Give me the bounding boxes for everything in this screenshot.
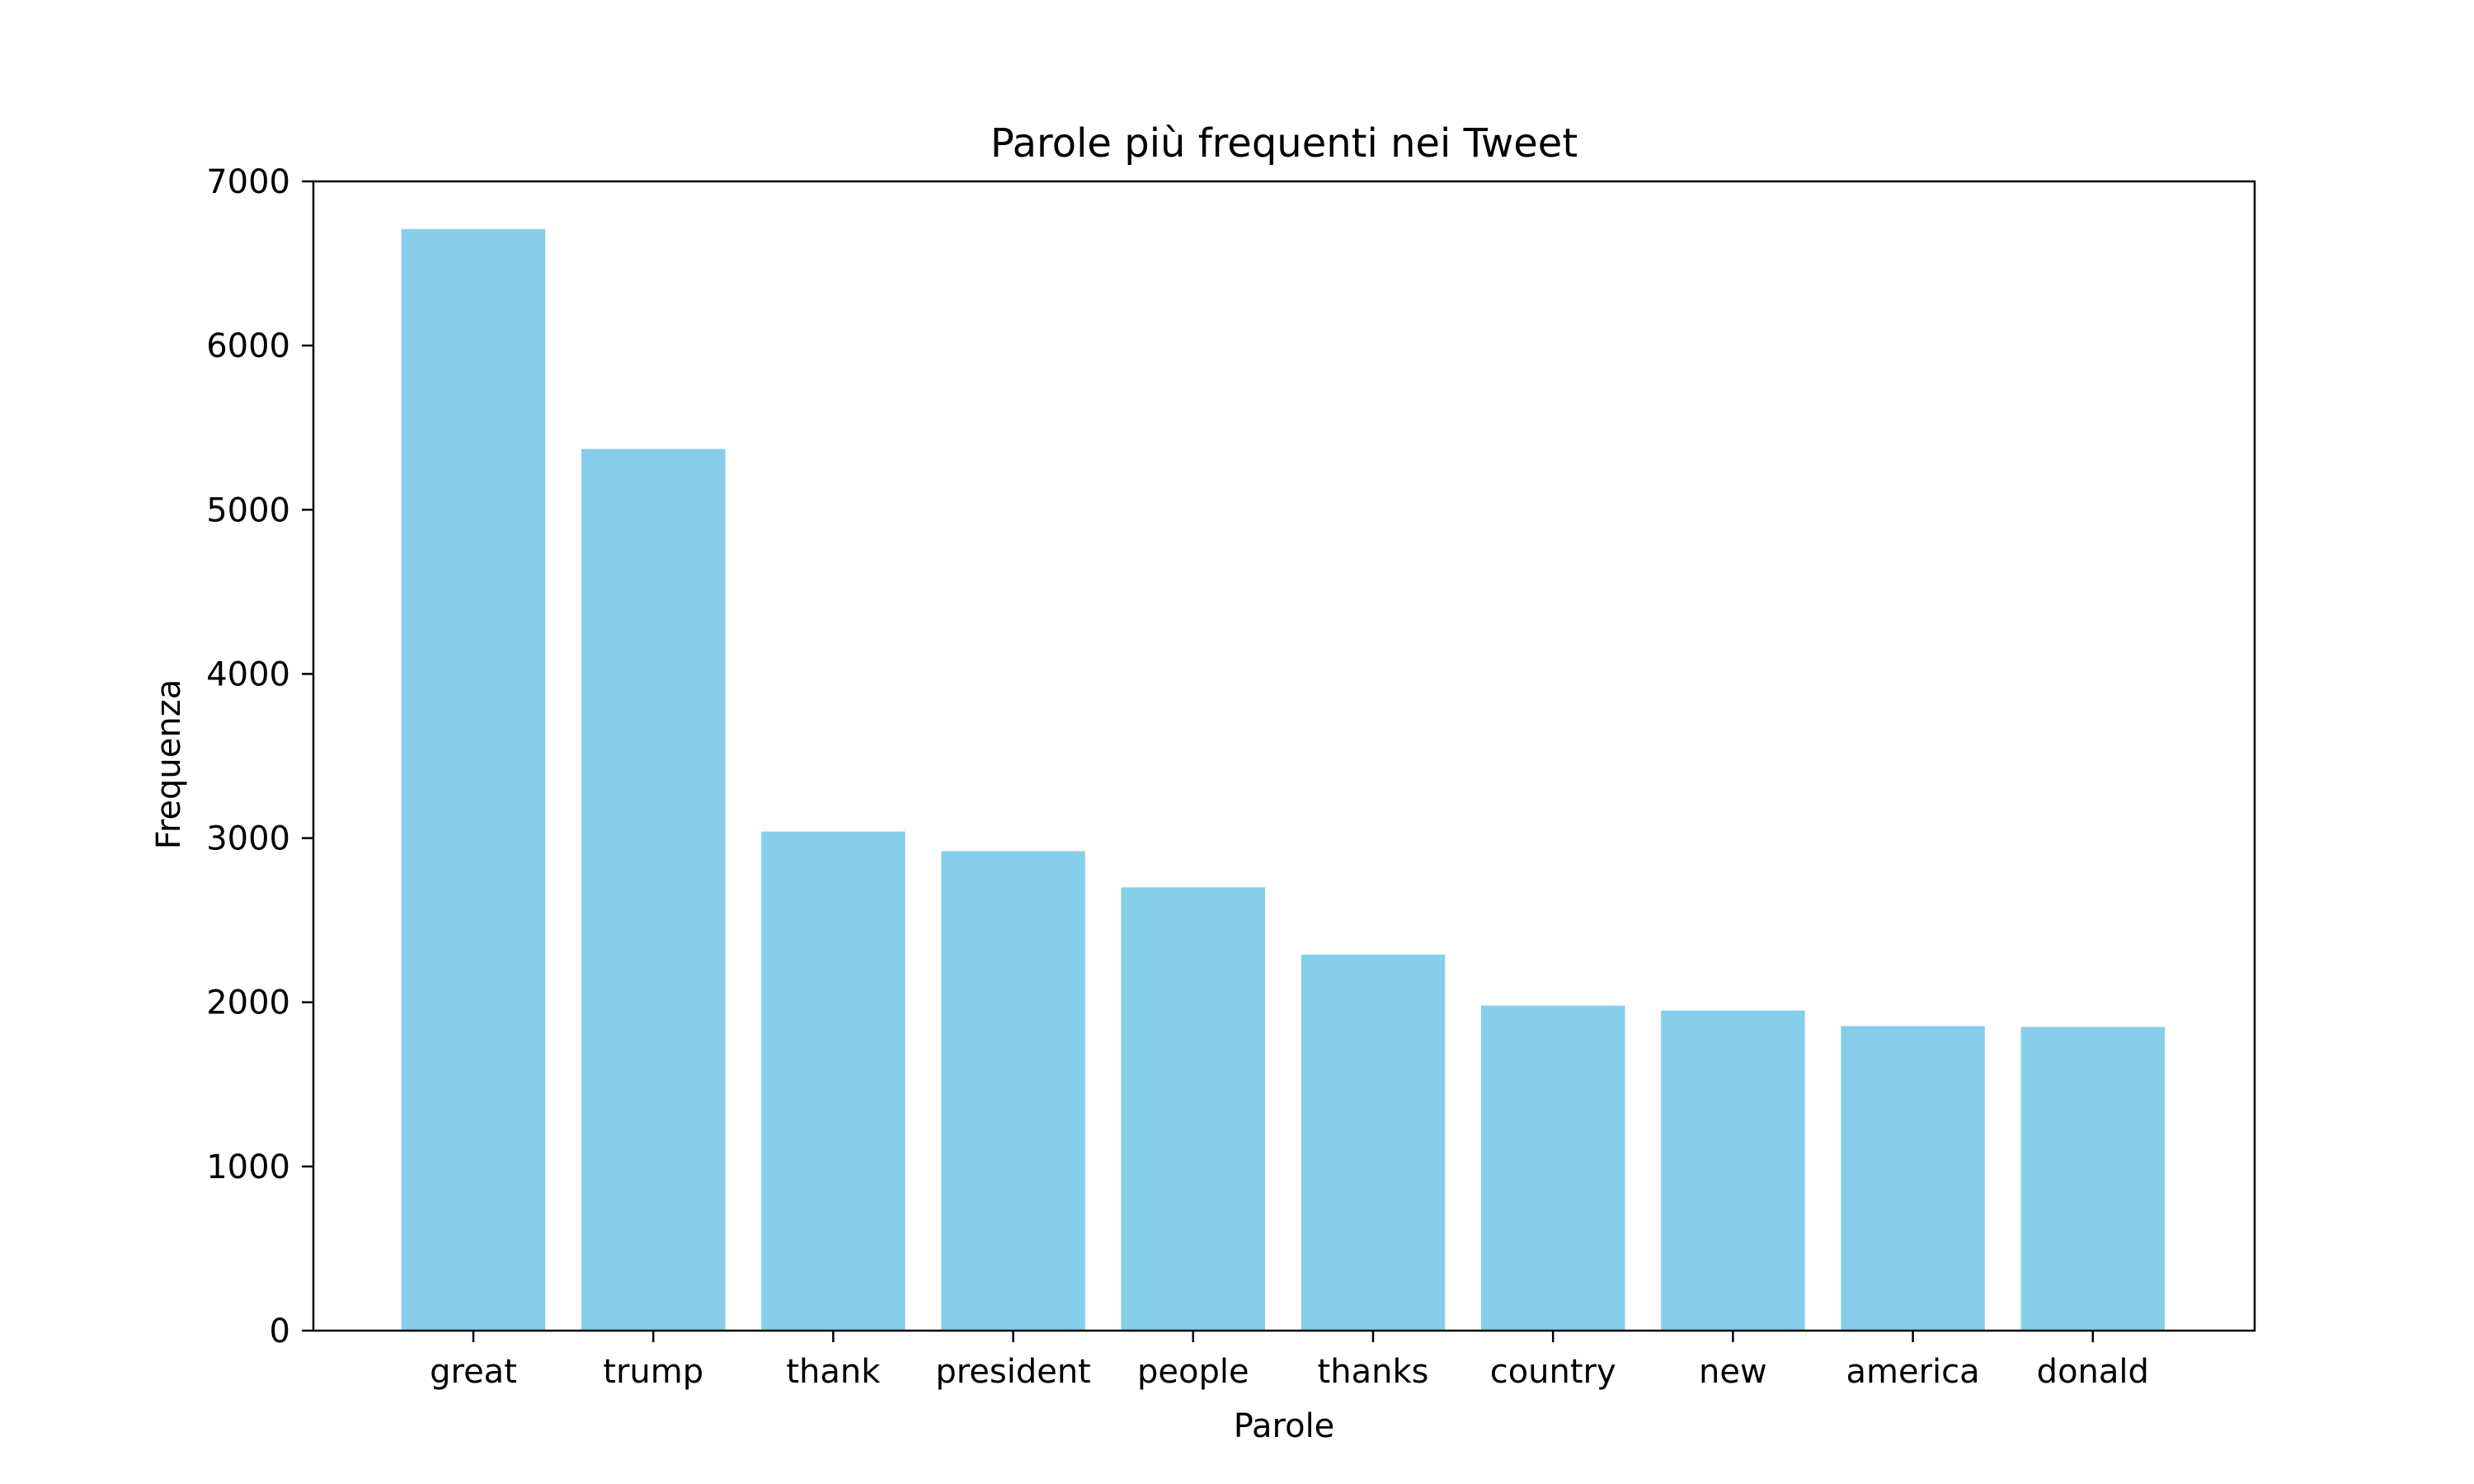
bar-thank — [761, 831, 905, 1331]
x-tick-label: thank — [786, 1353, 881, 1391]
y-tick-label: 0 — [270, 1313, 290, 1350]
y-axis-ticks: 0 1000 2000 3000 4000 5000 6000 7000 — [206, 163, 313, 1350]
x-tick-label: thanks — [1318, 1353, 1429, 1391]
x-tick-label: america — [1846, 1353, 1980, 1391]
y-tick-label: 3000 — [206, 820, 290, 858]
x-tick-label: new — [1699, 1353, 1767, 1391]
x-tick-label: people — [1137, 1353, 1249, 1391]
y-tick-label: 5000 — [206, 491, 290, 529]
bar-trump — [581, 448, 726, 1331]
bars — [401, 228, 2166, 1331]
y-tick-label: 6000 — [206, 327, 290, 365]
y-tick-label: 7000 — [206, 163, 290, 201]
x-tick-label: president — [935, 1353, 1091, 1391]
chart-title: Parole più frequenti nei Tweet — [990, 120, 1578, 167]
bar-great — [401, 228, 546, 1331]
bar-america — [1841, 1026, 1985, 1331]
x-tick-label: donald — [2037, 1353, 2149, 1391]
bar-thanks — [1300, 954, 1446, 1331]
y-axis-label: Frequenza — [150, 679, 188, 849]
x-tick-label: trump — [603, 1353, 703, 1391]
bar-donald — [2020, 1026, 2166, 1331]
y-tick-label: 4000 — [206, 655, 290, 693]
x-tick-label: country — [1490, 1353, 1616, 1391]
bar-people — [1121, 887, 1266, 1331]
x-axis-ticks: great trump thank president people thanks coun… — [430, 1331, 2149, 1391]
y-tick-label: 2000 — [206, 984, 290, 1022]
plot-frame — [312, 180, 2256, 1332]
y-tick-label: 1000 — [206, 1148, 290, 1186]
x-axis-label: Parole — [1234, 1407, 1335, 1445]
bar-country — [1480, 1005, 1625, 1331]
bar-new — [1661, 1010, 1805, 1331]
x-tick-label: great — [430, 1353, 517, 1391]
bar-president — [941, 851, 1085, 1331]
